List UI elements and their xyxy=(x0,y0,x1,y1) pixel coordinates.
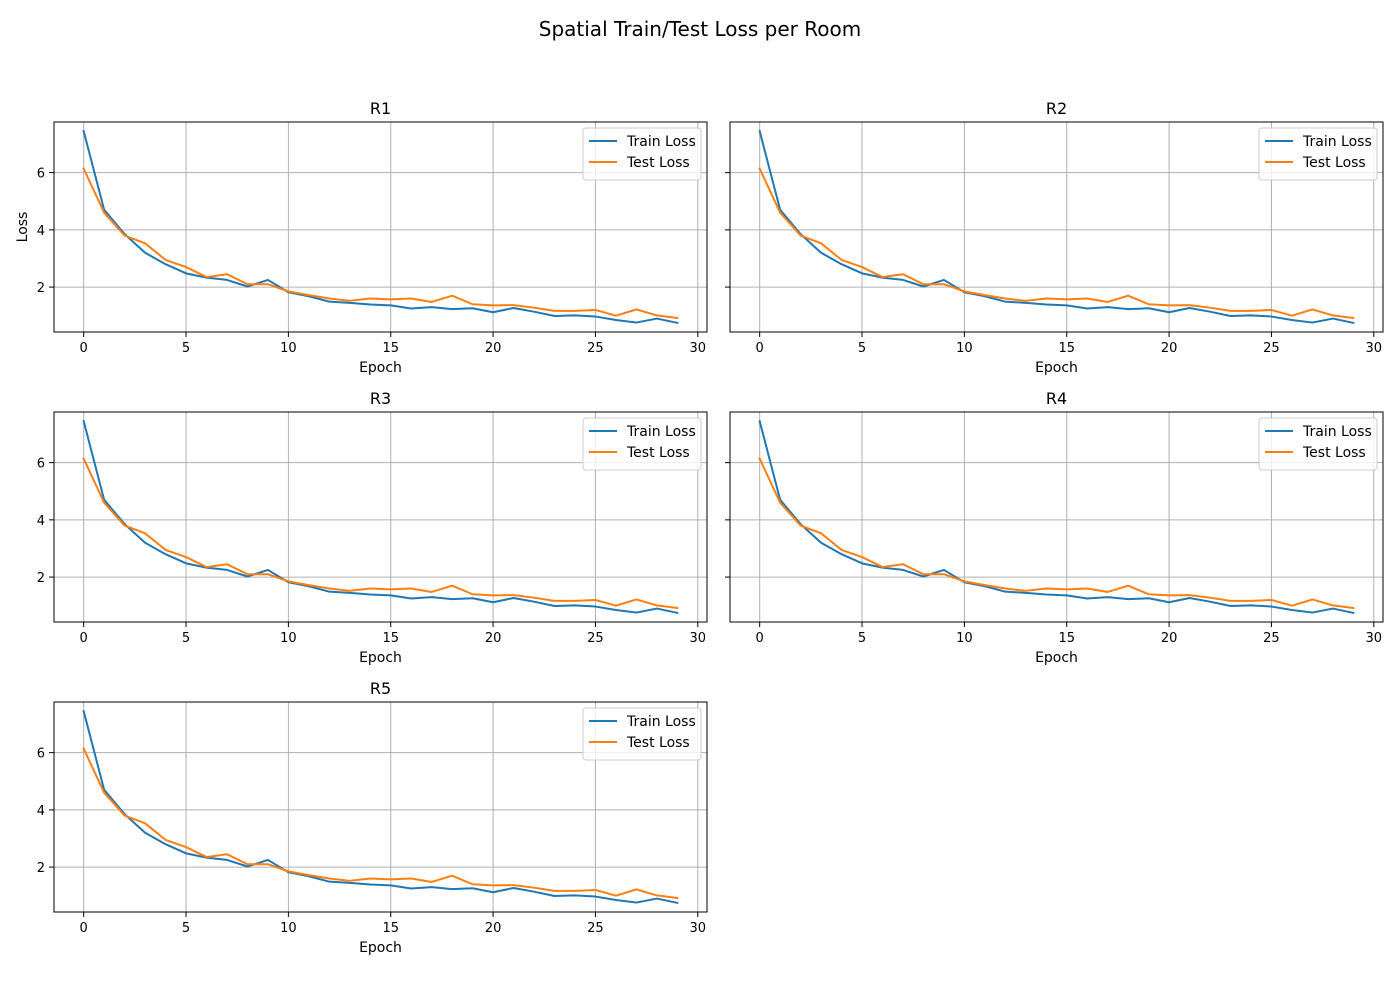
test-loss-line xyxy=(82,457,679,610)
legend-label: Test Loss xyxy=(1302,445,1366,461)
x-tick-label: 10 xyxy=(280,341,297,356)
x-tick-label: 25 xyxy=(587,921,604,936)
plot-frame xyxy=(53,701,708,913)
x-tick-label: 5 xyxy=(182,631,190,646)
y-tick-label: 2 xyxy=(37,281,45,296)
x-axis-label: Epoch xyxy=(1035,360,1078,376)
y-tick-label: 2 xyxy=(37,861,45,876)
x-tick-label: 30 xyxy=(690,631,707,646)
subplot-title: R1 xyxy=(370,99,391,118)
train-loss-line xyxy=(758,129,1355,325)
x-tick-label: 10 xyxy=(956,631,973,646)
x-tick-label: 0 xyxy=(80,631,88,646)
subplot-title: R5 xyxy=(370,679,391,698)
legend-label: Train Loss xyxy=(626,714,696,730)
x-tick-label: 15 xyxy=(1058,341,1075,356)
legend-label: Train Loss xyxy=(1302,134,1372,150)
x-tick-label: 20 xyxy=(485,341,502,356)
y-tick-label: 6 xyxy=(37,747,45,762)
x-tick-label: 0 xyxy=(80,921,88,936)
y-tick-label: 4 xyxy=(37,224,45,239)
legend: Train Loss Test Loss xyxy=(1258,127,1378,181)
x-tick-label: 5 xyxy=(858,341,866,356)
x-tick-label: 10 xyxy=(956,341,973,356)
y-axis-label: Loss xyxy=(15,212,31,243)
x-tick-label: 25 xyxy=(1263,631,1280,646)
x-tick-label: 30 xyxy=(1366,631,1383,646)
test-loss-line xyxy=(758,167,1355,320)
test-loss-line xyxy=(82,747,679,900)
x-tick-label: 0 xyxy=(80,341,88,356)
y-tick-label: 4 xyxy=(37,804,45,819)
subplot-r2: 0 5 10 15 20 25 30 R2 Epoch Train Loss Test Loss xyxy=(725,99,1384,376)
x-tick-label: 25 xyxy=(587,631,604,646)
x-tick-label: 5 xyxy=(858,631,866,646)
legend-label: Test Loss xyxy=(626,155,690,171)
x-tick-label: 10 xyxy=(280,631,297,646)
subplot-r3: 0 5 10 15 20 25 30 2 4 6 R3 Epoch Train Loss Test Los… xyxy=(37,389,708,666)
train-loss-line xyxy=(82,129,679,325)
test-loss-line xyxy=(758,457,1355,610)
x-axis-label: Epoch xyxy=(1035,650,1078,666)
x-tick-label: 0 xyxy=(756,631,764,646)
legend-label: Test Loss xyxy=(626,735,690,751)
x-tick-label: 30 xyxy=(1366,341,1383,356)
legend-label: Train Loss xyxy=(626,424,696,440)
x-tick-label: 15 xyxy=(382,631,399,646)
x-tick-label: 5 xyxy=(182,341,190,356)
y-tick-label: 2 xyxy=(37,571,45,586)
y-tick-label: 6 xyxy=(37,457,45,472)
x-axis-label: Epoch xyxy=(359,940,402,956)
legend: Train Loss Test Loss xyxy=(582,707,702,761)
x-tick-label: 15 xyxy=(1058,631,1075,646)
x-tick-label: 30 xyxy=(690,921,707,936)
subplot-r5: 0 5 10 15 20 25 30 2 4 6 R5 Epoch Train Loss Test Los… xyxy=(37,679,708,956)
x-tick-label: 20 xyxy=(485,921,502,936)
legend: Train Loss Test Loss xyxy=(1258,417,1378,471)
subplot-r1: 0 5 10 15 20 25 30 2 4 6 R1 Epoch Loss Train Loss Test… xyxy=(15,99,708,376)
x-tick-label: 15 xyxy=(382,341,399,356)
test-loss-line xyxy=(82,167,679,320)
y-tick-label: 4 xyxy=(37,514,45,529)
x-axis-label: Epoch xyxy=(359,360,402,376)
train-loss-line xyxy=(82,709,679,905)
x-tick-label: 15 xyxy=(382,921,399,936)
x-tick-label: 5 xyxy=(182,921,190,936)
x-tick-label: 20 xyxy=(1161,631,1178,646)
subplot-title: R4 xyxy=(1046,389,1067,408)
legend-label: Train Loss xyxy=(626,134,696,150)
subplot-title: R3 xyxy=(370,389,391,408)
subplot-r4: 0 5 10 15 20 25 30 R4 Epoch Train Loss Test Loss xyxy=(725,389,1384,666)
plot-frame xyxy=(53,411,708,623)
x-tick-label: 30 xyxy=(690,341,707,356)
legend-label: Train Loss xyxy=(1302,424,1372,440)
train-loss-line xyxy=(82,419,679,615)
x-tick-label: 0 xyxy=(756,341,764,356)
plot-frame xyxy=(729,411,1384,623)
plot-frame xyxy=(53,121,708,333)
subplot-title: R2 xyxy=(1046,99,1067,118)
plot-frame xyxy=(729,121,1384,333)
x-tick-label: 20 xyxy=(1161,341,1178,356)
y-tick-label: 6 xyxy=(37,167,45,182)
x-tick-label: 25 xyxy=(587,341,604,356)
legend: Train Loss Test Loss xyxy=(582,127,702,181)
x-tick-label: 10 xyxy=(280,921,297,936)
legend: Train Loss Test Loss xyxy=(582,417,702,471)
x-axis-label: Epoch xyxy=(359,650,402,666)
x-tick-label: 20 xyxy=(485,631,502,646)
legend-label: Test Loss xyxy=(1302,155,1366,171)
train-loss-line xyxy=(758,419,1355,615)
x-tick-label: 25 xyxy=(1263,341,1280,356)
legend-label: Test Loss xyxy=(626,445,690,461)
figure-title: Spatial Train/Test Loss per Room xyxy=(539,17,861,41)
